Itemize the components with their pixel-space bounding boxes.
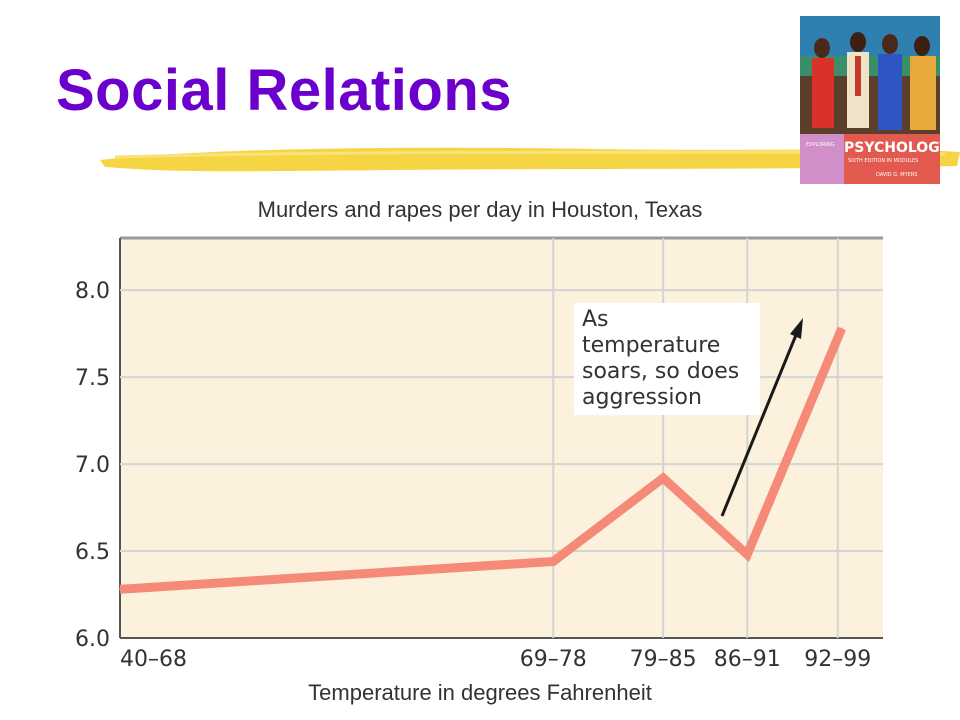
data-point [662,477,665,479]
data-point [119,588,121,591]
x-axis-label: Temperature in degrees Fahrenheit [308,680,652,705]
slide-title: Social Relations [56,58,513,123]
annotation-line: aggression [582,385,702,410]
y-tick-label: 6.0 [75,627,110,652]
x-tick-label: 79–85 [630,647,697,672]
y-tick-label: 7.0 [75,453,110,478]
x-tick-label: 86–91 [714,647,781,672]
annotation-line: As temperature [582,307,721,358]
x-tick-label: 40–68 [120,647,187,672]
chart-title: Murders and rapes per day in Houston, Te… [257,197,703,222]
x-tick-label: 92–99 [804,647,871,672]
highlighter-stroke [100,147,960,172]
data-point [552,560,555,563]
y-tick-label: 6.5 [75,540,110,565]
book-author: DAVID G. MYERS [876,172,917,178]
data-point [746,553,749,556]
annotation-box: As temperature soars, so does aggression [574,303,760,415]
book-series-label: EXPLORING [806,142,835,148]
book-cover-image: EXPLORING PSYCHOLOGY SIXTH EDITION IN MO… [800,16,940,184]
annotation-line: soars, so does [582,359,740,384]
book-edition: SIXTH EDITION IN MODULES [848,158,918,164]
x-tick-label: 69–78 [520,647,587,672]
book-title: PSYCHOLOGY [844,140,940,156]
data-point [840,327,843,330]
y-tick-label: 7.5 [75,366,110,391]
annotation-arrow [720,318,803,517]
y-tick-label: 8.0 [75,279,110,304]
